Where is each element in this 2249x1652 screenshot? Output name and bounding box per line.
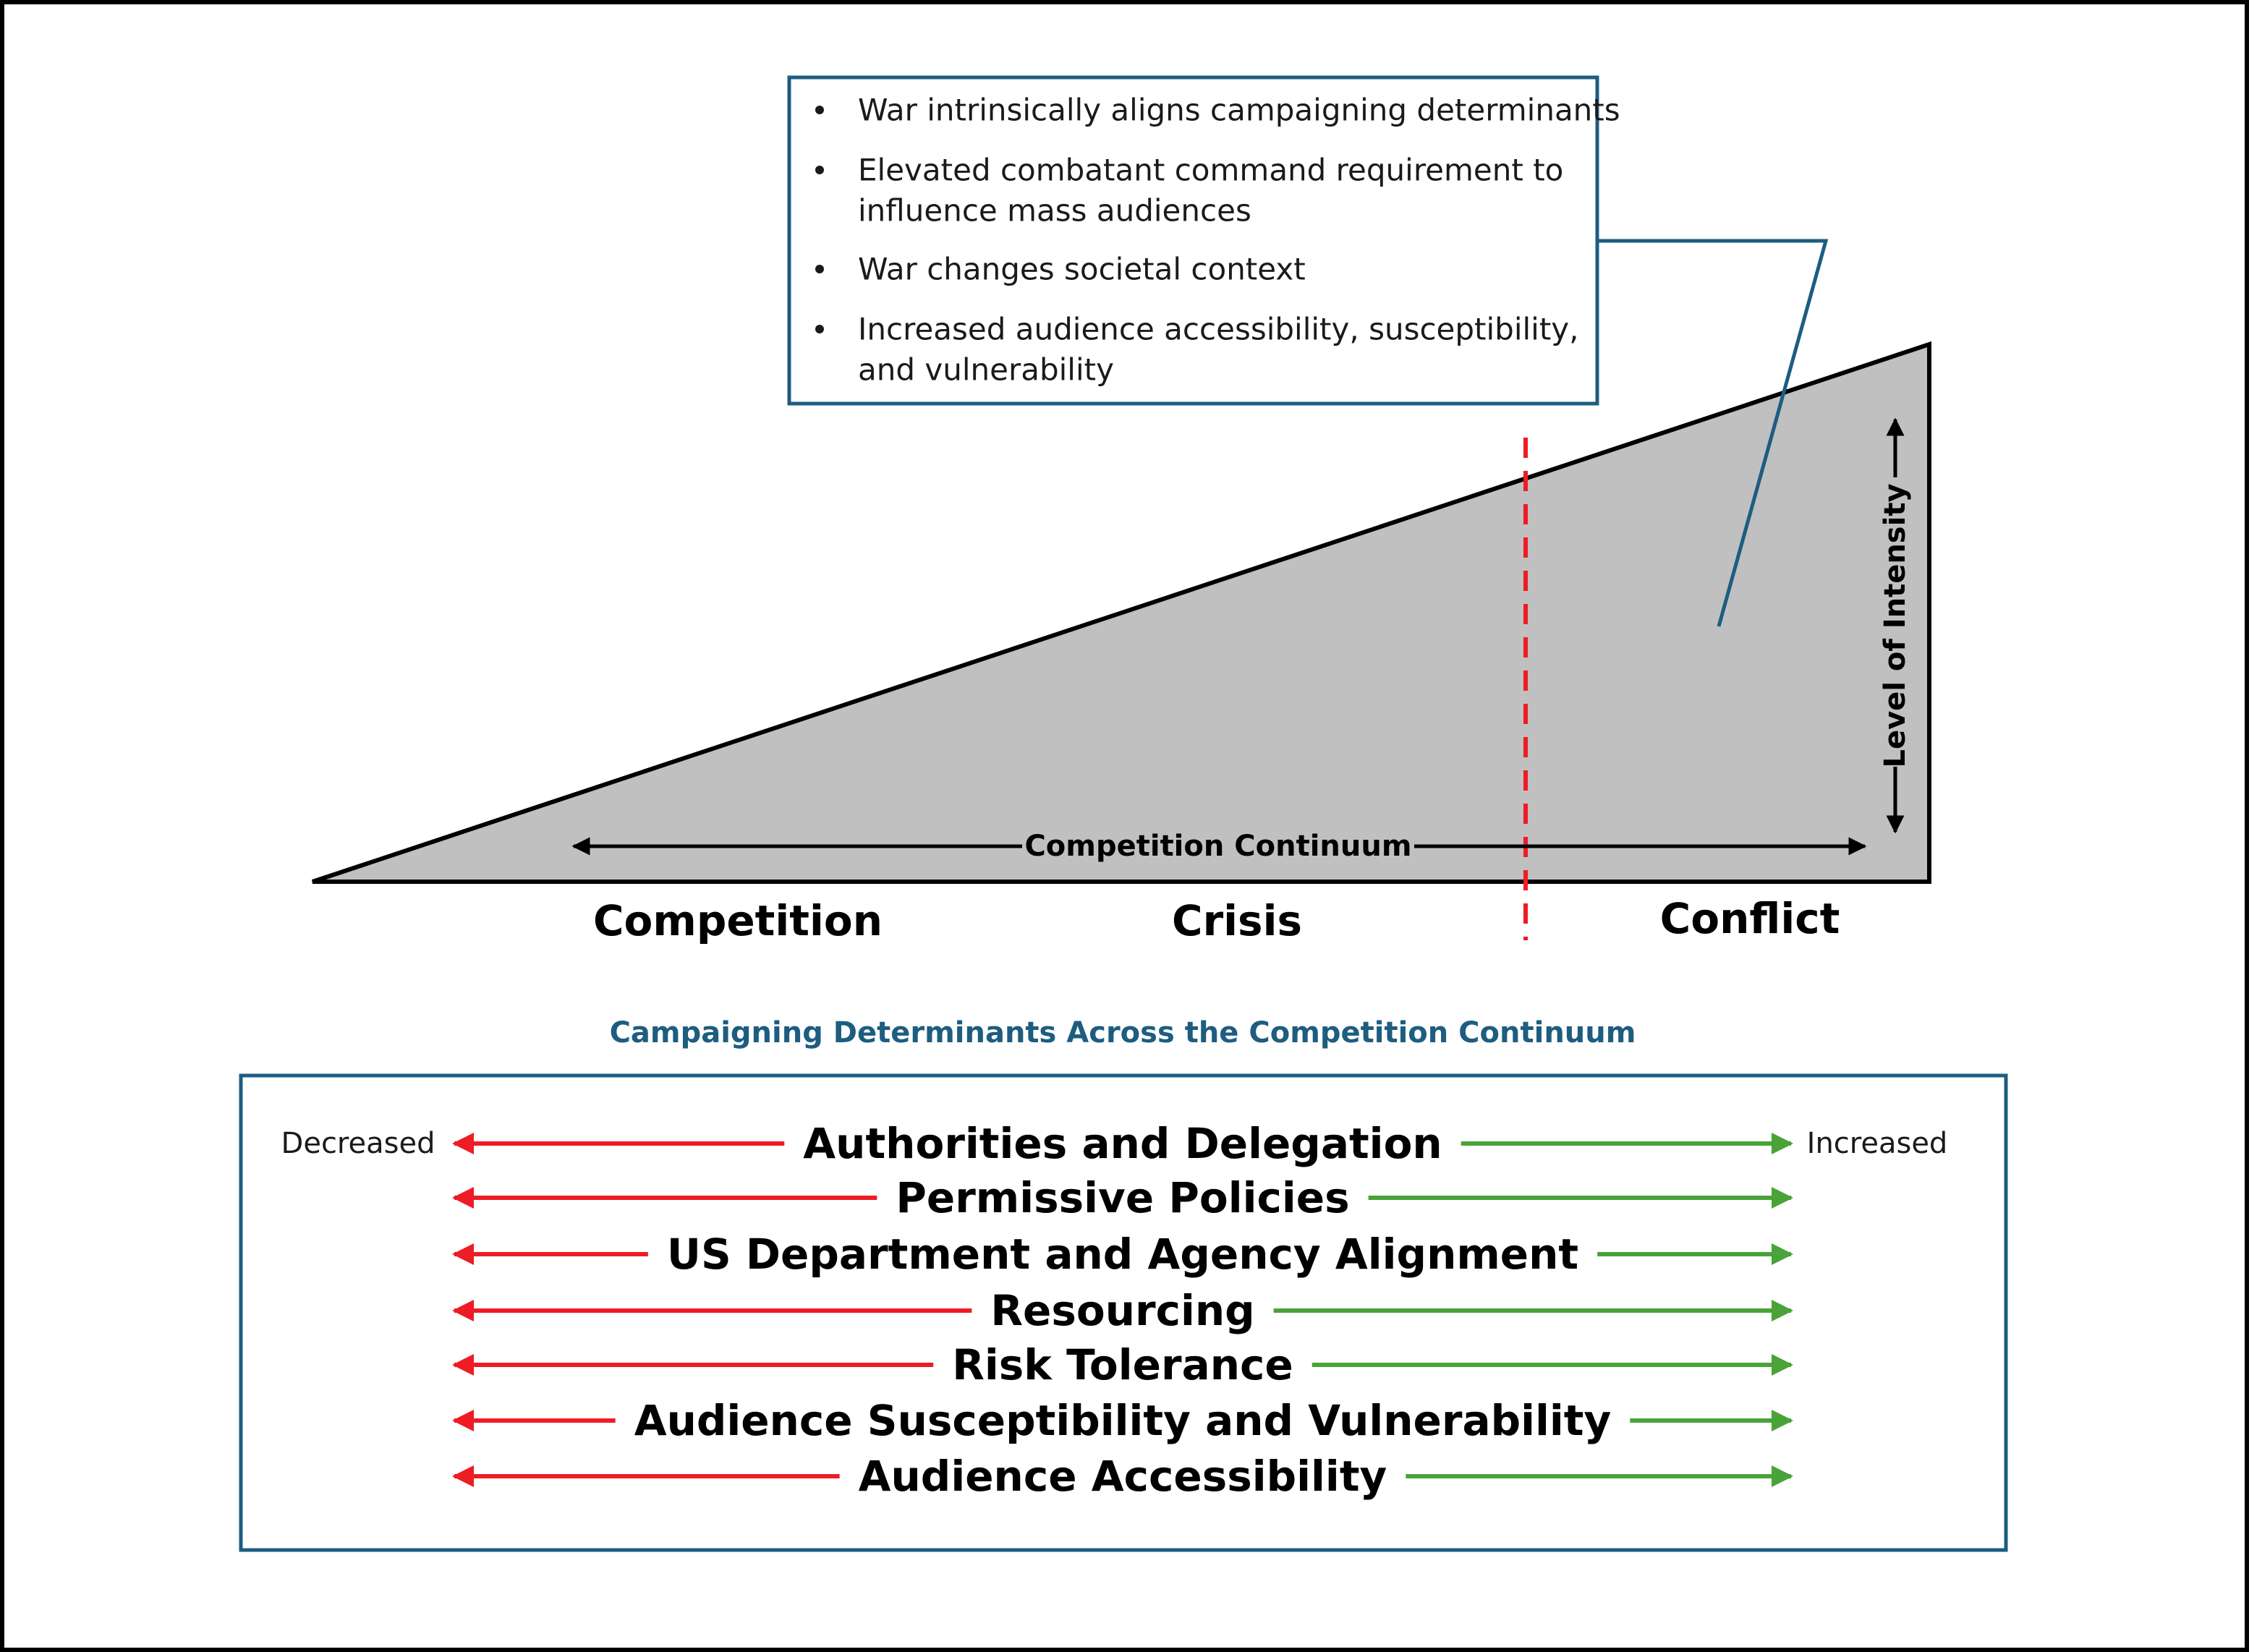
callout-leader-line [1597,239,1829,627]
decreased-label: Decreased [281,1127,435,1160]
determinant-rows: Authorities and Delegation Permissive Pol… [452,1119,1793,1501]
callout-bullet-text: influence mass audiences [858,193,1251,229]
phase-label-conflict: Conflict [1660,894,1840,943]
phase-label-crisis: Crisis [1172,896,1302,945]
determinant-label: Permissive Policies [896,1173,1349,1222]
determinant-label: US Department and Agency Alignment [667,1230,1578,1279]
determinant-label: Risk Tolerance [952,1340,1293,1389]
callout-bullet-text: Elevated combatant command requirement t… [858,153,1563,188]
increased-label: Increased [1807,1127,1948,1160]
callout-bullet-dot [815,265,824,273]
callout-bullet-text: and vulnerability [858,352,1114,388]
callout-box [787,75,1599,406]
callout-bullet-text: War changes societal context [858,252,1306,287]
callout-bullet-text: Increased audience accessibility, suscep… [858,312,1579,347]
determinant-label: Audience Accessibility [859,1452,1387,1501]
callout-bullet-dot [815,325,824,333]
panel-title: Campaigning Determinants Across the Comp… [610,1016,1636,1049]
determinant-label: Authorities and Delegation [803,1119,1442,1168]
callout-bullet-dot [815,166,824,174]
determinant-label: Resourcing [990,1286,1254,1335]
level-of-intensity-label: Level of Intensity [1879,483,1912,767]
callout-bullet-text: War intrinsically aligns campaigning det… [858,93,1620,128]
phase-label-competition: Competition [593,896,883,945]
competition-continuum-label: Competition Continuum [1024,830,1411,863]
determinant-label: Audience Susceptibility and Vulnerabilit… [634,1396,1612,1445]
callout-bullet-list: War intrinsically aligns campaigning det… [815,93,1620,388]
callout-bullet-dot [815,106,824,114]
